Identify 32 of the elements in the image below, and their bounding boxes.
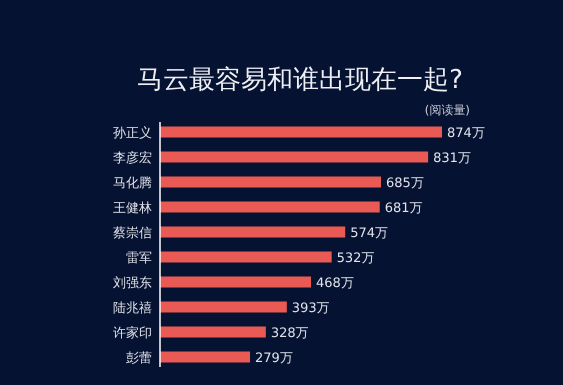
bar [160,326,266,338]
y-tick-label: 刘强东 [113,276,152,291]
chart-title: 马云最容易和谁出现在一起? [137,65,463,95]
data-label: 393万 [292,301,330,316]
data-label: 831万 [433,151,471,166]
y-tick-label: 孙正义 [113,126,152,141]
y-tick-label: 雷军 [126,251,152,266]
y-tick-label: 彭蕾 [126,351,152,366]
y-tick-label: 许家印 [113,325,152,341]
y-tick-label: 马化腾 [113,176,152,191]
bar [160,202,380,212]
data-label: 468万 [316,276,354,291]
data-label: 874万 [447,126,485,141]
y-tick-label: 王健林 [113,201,152,216]
data-label: 532万 [336,251,374,266]
data-label: 685万 [386,176,424,191]
data-label: 279万 [255,351,293,366]
bar [160,126,442,138]
bar [160,176,382,188]
bar [160,152,428,162]
y-tick-label: 陆兆禧 [113,301,152,316]
y-tick-label: 蔡崇信 [113,226,152,241]
bar [160,302,287,312]
chart-subtitle: (阅读量) [424,103,470,117]
bar [160,276,311,288]
data-label: 574万 [350,226,388,241]
data-label: 681万 [384,201,423,216]
bar [160,352,250,362]
y-tick-label: 李彦宏 [113,150,152,166]
data-label: 328万 [270,326,309,341]
bar [160,226,346,238]
bar [160,252,332,262]
